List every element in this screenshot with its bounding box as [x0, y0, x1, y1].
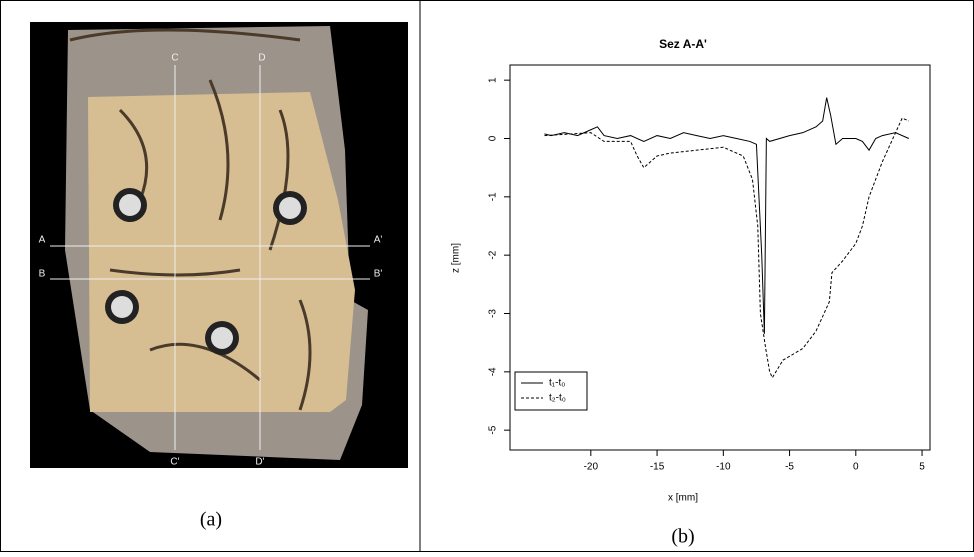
caption: (a) — [200, 509, 222, 531]
section-label: A — [39, 235, 46, 246]
y-tick-label: 1 — [488, 77, 499, 83]
y-tick-label: -3 — [488, 309, 499, 318]
section-label: C' — [170, 457, 179, 468]
figure: (a) (b) Sez A-A' x [mm] z [mm] C D A A' B B' C… — [0, 0, 974, 552]
caption: (b) — [671, 526, 694, 548]
y-tick-label: -4 — [488, 367, 499, 376]
x-tick-label: -15 — [650, 462, 665, 473]
y-tick-label: 0 — [488, 135, 499, 141]
y-tick-label: -1 — [488, 192, 499, 201]
x-tick-label: -5 — [785, 462, 794, 473]
y-tick-label: -2 — [488, 250, 499, 259]
x-tick-label: 0 — [853, 462, 859, 473]
section-label: B' — [374, 269, 383, 280]
y-tick-label: -5 — [488, 425, 499, 434]
section-label: D — [258, 53, 265, 64]
photo — [30, 22, 408, 468]
x-tick-label: 5 — [919, 462, 925, 473]
y-axis-label: z [mm] — [451, 243, 462, 273]
section-label: D' — [255, 457, 264, 468]
legend-label: t₁-t₀ — [549, 378, 565, 389]
x-tick-label: -10 — [716, 462, 731, 473]
section-label: C — [171, 53, 178, 64]
section-label: A' — [374, 235, 383, 246]
x-axis-label: x [mm] — [668, 493, 698, 504]
chart-title: Sez A-A' — [659, 37, 707, 51]
section-label: B — [39, 269, 46, 280]
x-tick-label: -20 — [584, 462, 599, 473]
legend-label: t₂-t₀ — [549, 393, 566, 404]
